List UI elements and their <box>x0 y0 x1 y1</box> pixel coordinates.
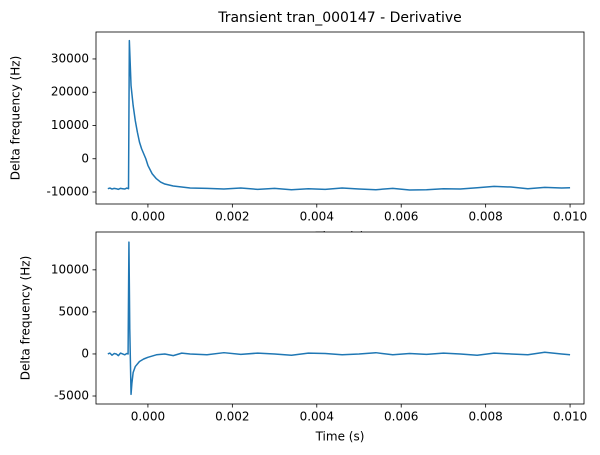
y-tick-label: 5000 <box>58 304 89 318</box>
x-tick-label: 0.008 <box>468 210 502 224</box>
y-tick-label: 20000 <box>51 85 89 99</box>
x-tick-label: 0.000 <box>131 210 165 224</box>
axes-frame <box>95 31 585 205</box>
data-line <box>107 241 571 396</box>
plot-area <box>96 232 584 404</box>
data-line <box>107 39 571 191</box>
chart-title: Transient tran_000147 - Derivative <box>217 10 462 26</box>
axes-frame <box>95 231 585 405</box>
plot-area <box>96 32 584 204</box>
x-axis-label: Time (s) <box>315 430 365 444</box>
x-tick-label: 0.006 <box>384 210 418 224</box>
x-tick-label: 0.010 <box>553 410 587 424</box>
y-tick-label: 10000 <box>51 262 89 276</box>
y-tick-label: -5000 <box>54 389 89 403</box>
y-tick-label: 0 <box>81 151 89 165</box>
y-axis-label: Delta frequency (Hz) <box>9 56 23 181</box>
y-tick-label: -10000 <box>46 185 89 199</box>
x-tick-label: 0.004 <box>300 210 334 224</box>
y-tick-label: 0 <box>81 346 89 360</box>
x-tick-label: 0.006 <box>384 410 418 424</box>
y-tick-label: 10000 <box>51 118 89 132</box>
x-tick-label: 0.008 <box>468 410 502 424</box>
x-tick-label: 0.000 <box>131 410 165 424</box>
x-tick-label: 0.002 <box>215 210 249 224</box>
x-tick-label: 0.010 <box>553 210 587 224</box>
x-tick-label: 0.004 <box>300 410 334 424</box>
y-tick-label: 30000 <box>51 51 89 65</box>
y-axis-label: Delta frequency (Hz) <box>19 256 33 381</box>
x-tick-label: 0.002 <box>215 410 249 424</box>
